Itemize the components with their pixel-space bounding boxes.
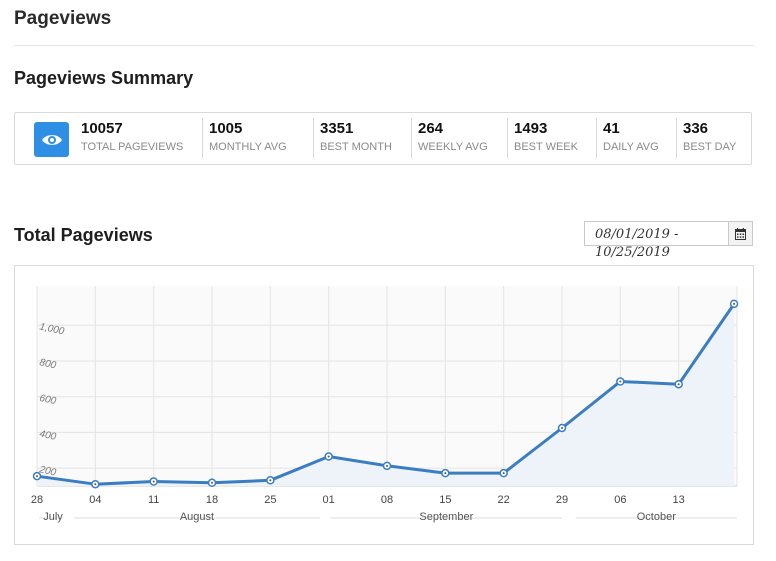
page-title: Pageviews — [14, 8, 112, 29]
stat-daily-avg: 41 DAILY AVG — [596, 118, 659, 158]
x-tick-label: 18 — [206, 494, 218, 506]
stat-value: 10057 — [81, 120, 123, 137]
stat-total-pageviews: 10057 TOTAL PAGEVIEWS — [75, 118, 183, 158]
data-point-center — [619, 380, 622, 383]
calendar-icon[interactable] — [728, 222, 752, 245]
data-point-center — [733, 302, 736, 305]
summary-title: Pageviews Summary — [14, 68, 194, 88]
data-point-center — [502, 472, 505, 475]
stat-best-day: 336 BEST DAY — [676, 118, 736, 158]
data-point-center — [677, 383, 680, 386]
data-point-center — [152, 480, 155, 483]
month-label: July — [43, 511, 63, 523]
stat-value: 1005 — [209, 120, 243, 137]
y-tick-label: 400 — [38, 429, 57, 443]
stat-label: BEST MONTH — [320, 141, 392, 153]
x-tick-label: 22 — [498, 494, 510, 506]
stat-label: DAILY AVG — [603, 141, 659, 153]
chart-title: Total Pageviews — [14, 225, 153, 245]
y-tick-label: 600 — [38, 393, 57, 407]
month-label: August — [180, 511, 214, 523]
stat-value: 1493 — [514, 120, 548, 137]
month-label: October — [637, 511, 676, 523]
data-point-center — [327, 455, 330, 458]
stat-best-month: 3351 BEST MONTH — [313, 118, 392, 158]
stat-label: MONTHLY AVG — [209, 141, 287, 153]
pageviews-chart-panel: 28 04 11 18 25 01 08 15 22 29 06 13 200 400 600 800 1,00… — [14, 265, 754, 545]
data-point-center — [561, 426, 563, 429]
data-point-center — [94, 483, 97, 486]
stat-label: BEST WEEK — [514, 141, 578, 153]
x-tick-label: 11 — [148, 494, 159, 506]
data-point-center — [444, 472, 447, 475]
data-point-center — [211, 481, 213, 484]
x-tick-label: 13 — [673, 494, 685, 506]
month-label: September — [419, 511, 473, 523]
data-point-center — [269, 479, 272, 482]
stat-label: TOTAL PAGEVIEWS — [81, 141, 184, 153]
stat-weekly-avg: 264 WEEKLY AVG — [411, 118, 488, 158]
stat-best-week: 1493 BEST WEEK — [507, 118, 578, 158]
x-tick-label: 01 — [323, 494, 335, 506]
pageviews-line-chart: 28 04 11 18 25 01 08 15 22 29 06 13 200 400 600 800 1,00… — [31, 286, 739, 523]
data-point-center — [36, 475, 38, 478]
stat-value: 41 — [603, 120, 620, 137]
x-tick-label: 06 — [614, 494, 626, 506]
x-tick-label: 25 — [264, 494, 276, 506]
y-tick-label: 800 — [38, 357, 57, 371]
stat-value: 264 — [418, 120, 444, 137]
divider — [14, 45, 754, 46]
eye-icon — [34, 122, 69, 157]
series-area — [37, 303, 735, 486]
x-tick-label: 04 — [89, 494, 101, 506]
summary-panel: 10057 TOTAL PAGEVIEWS 1005 MONTHLY AVG 3… — [14, 112, 752, 165]
stat-value: 336 — [683, 120, 709, 137]
data-point-center — [386, 464, 388, 467]
y-tick-label: 1,000 — [38, 321, 65, 337]
date-range-input[interactable]: 08/01/2019 - 10/25/2019 — [595, 227, 679, 260]
stat-monthly-avg: 1005 MONTHLY AVG — [202, 118, 287, 158]
date-range-picker[interactable]: 08/01/2019 - 10/25/2019 — [584, 221, 753, 260]
y-tick-label: 200 — [37, 464, 57, 479]
stat-value: 3351 — [320, 120, 354, 137]
x-tick-label: 29 — [556, 494, 568, 506]
x-tick-label: 08 — [381, 494, 393, 506]
stat-label: WEEKLY AVG — [418, 141, 488, 153]
stat-label: BEST DAY — [683, 141, 737, 153]
x-tick-label: 28 — [31, 494, 43, 506]
x-tick-label: 15 — [439, 494, 451, 506]
